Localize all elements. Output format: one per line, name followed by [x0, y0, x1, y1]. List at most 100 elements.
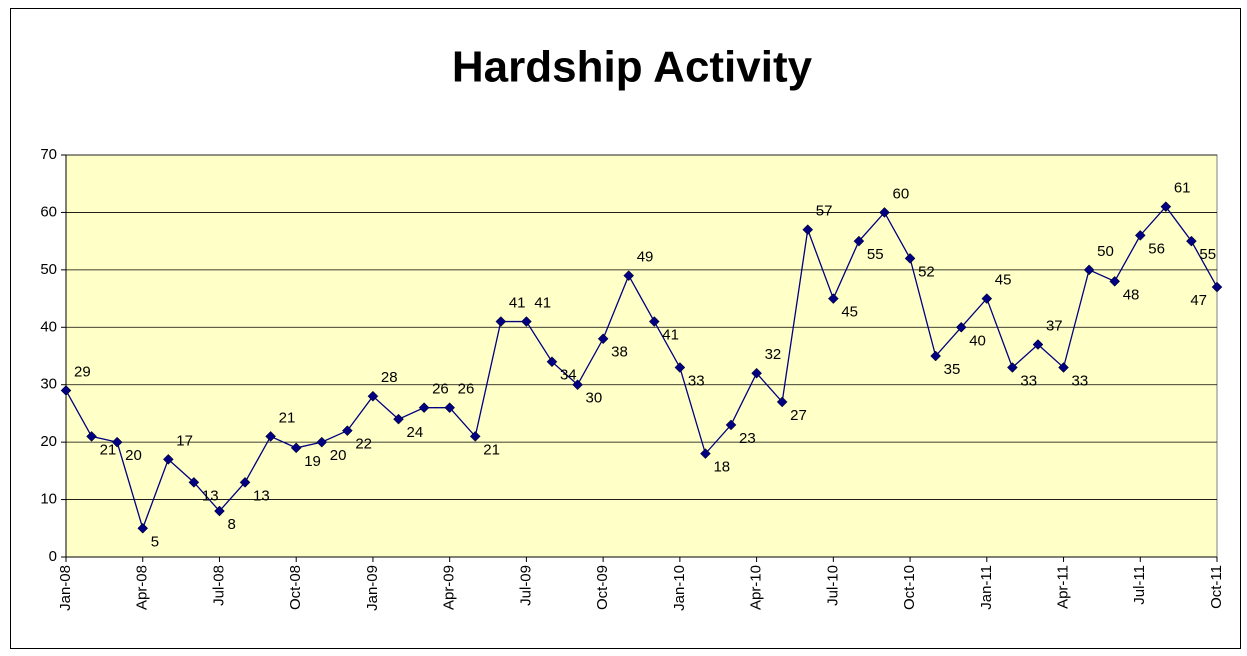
data-label: 45: [995, 272, 1012, 289]
x-tick-label: Jul-11: [1131, 565, 1148, 605]
marker: [342, 425, 353, 437]
marker: [137, 522, 149, 534]
y-tick-label: 20: [40, 433, 57, 450]
marker: [1032, 339, 1044, 350]
x-tick-label: Oct-11: [1208, 565, 1225, 609]
y-tick-label: 10: [40, 491, 57, 508]
marker: [597, 333, 609, 345]
y-tick-label: 50: [40, 261, 57, 278]
marker: [188, 476, 200, 488]
marker: [674, 362, 686, 373]
x-tick-label: Jan-11: [978, 565, 995, 610]
marker: [290, 442, 302, 454]
data-label: 26: [458, 381, 475, 398]
data-label: 19: [304, 453, 321, 470]
y-tick-label: 60: [40, 203, 57, 220]
marker: [469, 431, 481, 442]
x-tick-label: Apr-08: [134, 565, 151, 610]
x-tick-label: Oct-10: [901, 565, 918, 610]
marker: [572, 379, 583, 391]
marker: [316, 436, 328, 448]
data-label: 41: [662, 327, 679, 344]
y-tick-label: 40: [40, 318, 57, 335]
x-tick-label: Apr-09: [441, 565, 458, 610]
x-tick-label: Apr-11: [1055, 565, 1072, 609]
data-label: 23: [739, 430, 756, 447]
x-tick-label: Jul-08: [210, 565, 227, 606]
marker: [521, 316, 532, 327]
data-label: 27: [790, 407, 807, 424]
data-label: 21: [100, 441, 117, 458]
marker: [1083, 264, 1095, 276]
y-tick-label: 70: [40, 146, 57, 163]
data-label: 20: [125, 447, 142, 464]
marker: [955, 321, 967, 333]
y-tick-label: 30: [40, 376, 57, 393]
marker: [86, 431, 97, 442]
marker: [265, 431, 276, 442]
marker: [111, 436, 123, 448]
data-label: 18: [713, 459, 730, 476]
marker: [60, 385, 72, 396]
data-label: 20: [330, 447, 347, 464]
marker: [367, 390, 379, 402]
data-label: 32: [765, 346, 782, 363]
data-label: 13: [253, 487, 270, 504]
data-label: 57: [816, 203, 833, 220]
x-tick-label: Jul-09: [517, 565, 534, 606]
data-label: 5: [151, 533, 159, 550]
data-label: 55: [1199, 246, 1216, 263]
marker: [1007, 362, 1018, 373]
data-label: 22: [355, 436, 372, 453]
data-label: 40: [969, 332, 986, 349]
data-label: 41: [534, 295, 551, 312]
data-label: 33: [1072, 372, 1089, 389]
marker: [853, 235, 865, 247]
chart-title: Hardship Activity: [452, 43, 813, 92]
data-label: 21: [279, 409, 296, 426]
marker: [418, 402, 430, 414]
marker: [623, 270, 635, 281]
marker: [162, 454, 174, 465]
marker: [393, 413, 404, 425]
marker: [239, 476, 251, 488]
marker: [444, 402, 456, 414]
marker: [981, 293, 993, 304]
x-tick-label: Jan-09: [364, 565, 381, 611]
data-label: 33: [688, 372, 705, 389]
data-label: 50: [1097, 243, 1114, 260]
data-label: 61: [1174, 180, 1191, 197]
data-label: 35: [944, 361, 961, 378]
plot-area: [65, 154, 1218, 558]
marker: [1134, 230, 1146, 241]
x-tick-label: Oct-08: [287, 565, 304, 610]
marker: [1058, 362, 1069, 373]
x-tick-label: Jul-10: [824, 565, 841, 606]
data-label: 26: [432, 381, 449, 398]
marker: [904, 253, 916, 264]
marker: [546, 356, 558, 368]
marker: [495, 316, 507, 327]
marker: [879, 207, 890, 218]
x-tick-label: Jan-08: [57, 565, 74, 611]
data-label: 48: [1123, 286, 1140, 303]
marker: [751, 367, 762, 379]
x-tick-label: Jan-10: [671, 565, 688, 611]
data-label: 49: [637, 249, 654, 266]
data-label: 21: [483, 441, 500, 458]
data-label: 41: [509, 295, 526, 312]
data-label: 34: [560, 367, 577, 384]
data-label: 17: [176, 432, 193, 449]
data-label: 33: [1020, 372, 1037, 389]
y-tick-label: 0: [49, 548, 57, 565]
data-label: 24: [407, 424, 424, 441]
data-label: 8: [227, 516, 235, 533]
data-label: 56: [1148, 240, 1165, 257]
marker: [700, 448, 711, 459]
marker: [648, 316, 660, 327]
data-label: 30: [586, 390, 603, 407]
marker: [725, 419, 737, 431]
marker: [1211, 281, 1223, 293]
data-label: 37: [1046, 317, 1063, 334]
